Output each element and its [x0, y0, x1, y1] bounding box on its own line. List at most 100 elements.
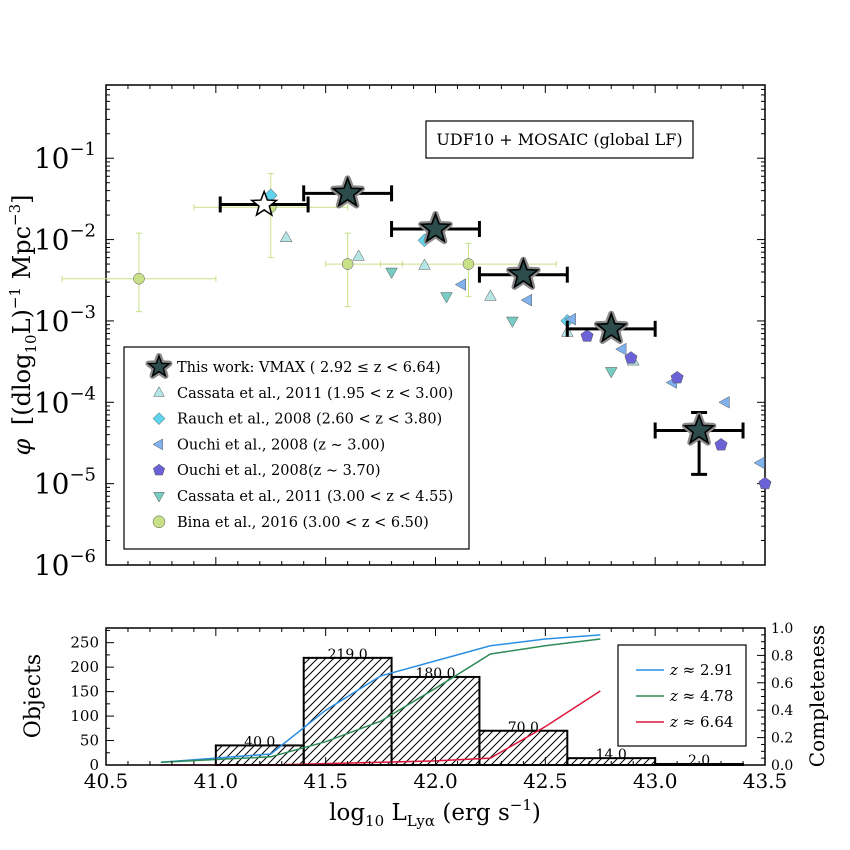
bottom-x-tick-label: 41.0 — [194, 769, 239, 793]
data-point — [758, 476, 772, 490]
data-point-star — [593, 310, 629, 344]
data-point-star — [418, 210, 453, 245]
bottom-axis-ticks — [105, 627, 766, 766]
legend-marker — [152, 463, 166, 476]
bottom-tick-labels: 40.5 41.0 41.5 42.0 42.5 43.0 43.5 0 50 100 150 200… — [70, 621, 793, 793]
legend-label: Cassata et al., 2011 (1.95 < z < 3.00) — [177, 386, 453, 402]
data-point — [506, 316, 519, 328]
bottom-x-axis-label: log10 LLyα (erg s−1) — [329, 796, 541, 830]
histogram-bar-label: 219.0 — [328, 647, 368, 663]
legend-label: This work: VMAX ( 2.92 ≤ z < 6.64) — [177, 360, 441, 376]
bottom-y2-tick-label: 0.6 — [771, 676, 793, 692]
bottom-x-tick-label: 40.5 — [84, 769, 129, 793]
luminosity-function-panel: 10−1 10−2 10−3 10−4 10−5 10−6 UDF10 + MOSAIC … — [6, 84, 772, 582]
legend-marker-star — [145, 353, 173, 379]
data-point-star-open — [249, 189, 279, 217]
legend-label: Ouchi et al., 2008(z ∼ 3.70) — [177, 463, 381, 479]
data-point — [454, 278, 467, 291]
data-point — [718, 396, 730, 409]
series-0 — [218, 175, 745, 476]
bottom-y-tick-label: 100 — [70, 707, 99, 725]
bottom-x-tick-label: 43.5 — [743, 769, 788, 793]
histogram-bar-label: 180.0 — [415, 666, 455, 682]
legend-marker — [153, 386, 165, 397]
histogram-bar-label: 14.0 — [596, 747, 627, 763]
data-point — [462, 258, 475, 270]
data-point-star — [506, 256, 541, 290]
histogram-bar — [390, 675, 481, 767]
completeness-legend-label: z ≈ 6.64 — [669, 713, 733, 731]
bottom-y-tick-label: 50 — [80, 732, 99, 750]
top-y-tick-label: 10−3 — [34, 302, 96, 338]
histogram-bar — [302, 656, 393, 767]
completeness-line — [160, 638, 601, 764]
histogram-bar-label: 40.0 — [244, 734, 275, 750]
data-point — [418, 258, 431, 270]
data-point — [670, 370, 684, 384]
legend-marker — [152, 412, 166, 425]
data-point — [484, 289, 497, 301]
histogram-bar-label: 70.0 — [508, 720, 539, 736]
bottom-y2-tick-label: 1.0 — [771, 621, 793, 637]
top-y-tick-label: 10−4 — [34, 383, 96, 419]
data-point-star — [330, 175, 365, 209]
data-point — [520, 293, 532, 307]
series-4 — [580, 329, 772, 490]
top-y-tick-label: 10−2 — [34, 221, 96, 257]
top-y-tick-label: 10−1 — [34, 139, 96, 175]
top-legend: This work: VMAX ( 2.92 ≤ z < 6.64) Cassat… — [123, 346, 470, 550]
completeness-legend-label: z ≈ 2.91 — [669, 661, 733, 679]
data-point — [615, 342, 627, 356]
bottom-y2-tick-label: 0.8 — [771, 648, 793, 664]
bottom-y-axis-label: Objects — [21, 654, 46, 738]
data-point — [279, 230, 293, 243]
bottom-y-tick-label: 0 — [89, 756, 99, 774]
data-point-star — [681, 412, 717, 446]
legend-marker — [153, 492, 165, 503]
top-y-axis-label: φ [(dlog10L)−1 Mpc−3] — [6, 194, 40, 455]
bottom-y-tick-label: 250 — [70, 634, 99, 652]
completeness-legend-label: z ≈ 4.78 — [669, 687, 733, 705]
completeness-legend: z ≈ 2.91 z ≈ 4.78 z ≈ 6.64 — [617, 644, 747, 747]
bottom-y2-tick-label: 0.4 — [771, 703, 793, 719]
top-y-tick-label: 10−5 — [34, 465, 96, 501]
data-point — [753, 456, 765, 470]
bottom-y2-axis-label: Completeness — [805, 625, 829, 767]
data-point — [352, 249, 365, 261]
data-point — [580, 329, 594, 342]
completeness-line — [160, 634, 601, 764]
top-y-tick-labels: 10−1 10−2 10−3 10−4 10−5 10−6 — [34, 139, 96, 582]
annotation-frame — [425, 120, 694, 159]
data-point — [714, 438, 728, 451]
bottom-y2-tick-label: 0.2 — [771, 731, 793, 747]
legend-label: Bina et al., 2016 (3.00 < z < 6.50) — [177, 515, 429, 531]
legend-label: Rauch et al., 2008 (2.60 < z < 3.80) — [177, 412, 442, 428]
legend-marker — [152, 438, 163, 451]
annotation-box: UDF10 + MOSAIC (global LF) — [425, 120, 694, 159]
legend-marker — [152, 515, 166, 529]
histogram-bar — [478, 729, 569, 766]
top-legend-frame — [123, 346, 470, 550]
data-point — [133, 272, 145, 285]
bottom-x-tick-label: 41.5 — [303, 769, 348, 793]
bottom-y-tick-label: 150 — [70, 683, 99, 701]
data-point — [564, 312, 576, 326]
series-2 — [263, 188, 575, 328]
data-point — [385, 267, 398, 279]
bottom-x-tick-label: 42.5 — [523, 769, 568, 793]
top-y-tick-label: 10−6 — [34, 546, 96, 582]
annotation-text: UDF10 + MOSAIC (global LF) — [436, 130, 682, 149]
data-point — [440, 292, 453, 304]
top-axis-ticks — [105, 85, 766, 566]
luminosity-function-series — [61, 172, 772, 490]
series-5 — [385, 267, 618, 379]
series-3 — [454, 278, 765, 470]
bottom-y-tick-label: 200 — [70, 658, 99, 676]
legend-label: Ouchi et al., 2008 (z ∼ 3.00) — [177, 437, 385, 453]
bottom-y2-tick-label: 0.0 — [771, 758, 793, 774]
data-point — [341, 258, 354, 270]
bottom-x-tick-label: 43.0 — [633, 769, 678, 793]
